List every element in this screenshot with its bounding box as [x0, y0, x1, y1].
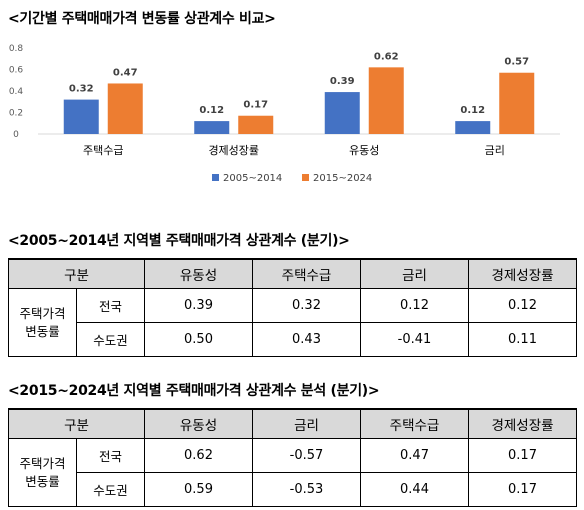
region-label: 전국	[76, 438, 145, 473]
table-cell: 0.11	[468, 322, 577, 357]
bar-chart: 0 0.2 0.4 0.6 0.8 0.32 0.47 주택수급 0.12 0.17 경제성장률 0.…	[9, 44, 560, 184]
correlation-table-2015-2024: 구분 유동성 금리 주택수급 경제성장률 주택가격 변동률 전국 0.62 -0…	[8, 408, 577, 507]
data-label: 0.12	[460, 105, 485, 116]
table1-header-col: 금리	[360, 258, 469, 289]
table1-header-category: 구분	[8, 258, 145, 289]
data-label: 0.32	[69, 84, 94, 95]
bar	[368, 67, 404, 134]
region-label: 수도권	[76, 472, 145, 507]
table2-header-col: 유동성	[144, 408, 253, 439]
data-label: 0.39	[330, 76, 355, 87]
data-label: 0.62	[374, 51, 399, 62]
table-row: 주택가격 변동률 전국 0.62 -0.57 0.47 0.17	[8, 438, 577, 507]
x-tick-label: 유동성	[349, 144, 379, 157]
bar	[499, 72, 535, 134]
table-cell: 0.44	[360, 472, 469, 507]
table-cell: 0.12	[468, 288, 577, 323]
bar	[107, 83, 143, 134]
legend-swatch	[212, 174, 219, 181]
data-label: 0.17	[243, 100, 268, 111]
table2-header-row: 구분 유동성 금리 주택수급 경제성장률	[8, 408, 577, 439]
legend-label: 2005~2014	[223, 173, 282, 184]
bar	[324, 92, 360, 134]
table2-header-category: 구분	[8, 408, 145, 439]
table-cell: 0.62	[144, 438, 253, 473]
table1-header-col: 주택수급	[252, 258, 361, 289]
bar	[238, 115, 274, 134]
x-tick-label: 경제성장률	[208, 144, 259, 157]
data-label: 0.47	[113, 67, 138, 78]
table-cell: -0.53	[252, 472, 361, 507]
x-tick-label: 금리	[485, 144, 505, 157]
table-row: 수도권 0.59 -0.53 0.44 0.17	[9, 472, 577, 507]
y-tick-label: 0.6	[9, 66, 24, 76]
table-row: 주택가격 변동률 전국 0.39 0.32 0.12 0.12	[8, 288, 577, 357]
table-cell: 0.17	[468, 472, 577, 507]
correlation-table-2005-2014: 구분 유동성 주택수급 금리 경제성장률 주택가격 변동률 전국 0.39 0.…	[8, 258, 577, 357]
row-group-label: 주택가격 변동률	[8, 288, 77, 357]
bar	[455, 121, 491, 134]
region-label: 수도권	[76, 322, 145, 357]
table-cell: 0.39	[144, 288, 253, 323]
x-tick-label: 주택수급	[83, 144, 123, 157]
table-cell: 0.47	[360, 438, 469, 473]
table-cell: 0.50	[144, 322, 253, 357]
table-cell: 0.12	[360, 288, 469, 323]
y-tick-label: 0.4	[9, 87, 24, 97]
table2-header-col: 금리	[252, 408, 361, 439]
table1-header-col: 유동성	[144, 258, 253, 289]
table1-title: <2005~2014년 지역별 주택매매가격 상관계수 (분기)>	[8, 233, 350, 249]
bar	[63, 99, 99, 134]
table2-title: <2015~2024년 지역별 주택매매가격 상관계수 분석 (분기)>	[8, 383, 380, 399]
chart-title: <기간별 주택매매가격 변동률 상관계수 비교>	[8, 11, 276, 27]
row-group-label-line1: 주택가격	[19, 455, 66, 471]
data-label: 0.12	[199, 105, 224, 116]
table-row: 수도권 0.50 0.43 -0.41 0.11	[9, 322, 577, 357]
data-label: 0.57	[504, 57, 529, 68]
y-tick-label: 0	[13, 130, 19, 140]
table1-header-col: 경제성장률	[468, 258, 577, 289]
table-cell: 0.59	[144, 472, 253, 507]
row-group-label: 주택가격 변동률	[8, 438, 77, 507]
row-group-label-line2: 변동률	[25, 323, 60, 339]
legend-label: 2015~2024	[313, 173, 372, 184]
table-cell: -0.41	[360, 322, 469, 357]
table-cell: 0.43	[252, 322, 361, 357]
region-label: 전국	[76, 288, 145, 323]
table2-header-col: 경제성장률	[468, 408, 577, 439]
table-cell: 0.17	[468, 438, 577, 473]
table-cell: 0.32	[252, 288, 361, 323]
y-tick-label: 0.8	[9, 44, 24, 54]
bar	[194, 121, 230, 134]
y-tick-label: 0.2	[9, 109, 23, 119]
table-cell: -0.57	[252, 438, 361, 473]
legend-swatch	[302, 174, 309, 181]
row-group-label-line2: 변동률	[25, 473, 60, 489]
table2-header-col: 주택수급	[360, 408, 469, 439]
table1-header-row: 구분 유동성 주택수급 금리 경제성장률	[8, 258, 577, 289]
row-group-label-line1: 주택가격	[19, 305, 66, 321]
